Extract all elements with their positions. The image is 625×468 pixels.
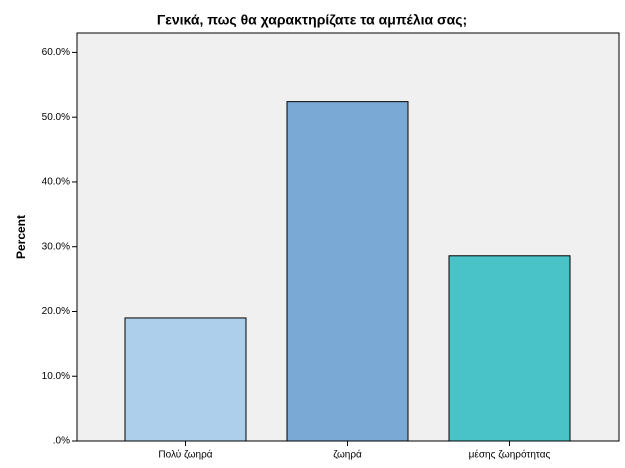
y-tick-label: 60.0% [42, 47, 70, 58]
y-tick-label: .0% [53, 436, 70, 447]
chart-title: Γενικά, πως θα χαρακτηρίζατε τα αμπέλια … [157, 12, 467, 28]
y-axis-label: Percent [14, 215, 28, 259]
bar [286, 101, 409, 442]
x-tick-label: ζωηρά [333, 449, 362, 461]
y-tick-label: 30.0% [42, 241, 70, 252]
y-tick-label: 10.0% [42, 371, 70, 382]
x-tick-label: Πολύ ζωηρά [158, 449, 212, 461]
y-tick-label: 50.0% [42, 112, 70, 123]
y-tick-label: 20.0% [42, 306, 70, 317]
y-tick-label: 40.0% [42, 177, 70, 188]
bar [448, 255, 571, 442]
x-tick-label: μέσης ζωηρότητας [469, 449, 551, 461]
bar [124, 317, 247, 442]
